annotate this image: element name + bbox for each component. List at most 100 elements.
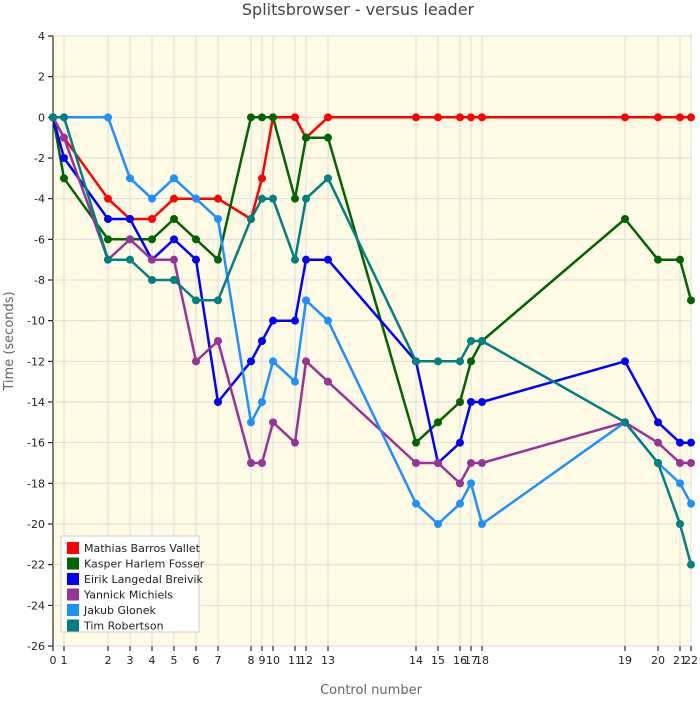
data-point [478,113,486,122]
data-point [291,377,299,386]
data-point [148,215,156,223]
series-3 [49,113,695,488]
data-point [148,276,156,284]
data-point [621,357,629,366]
y-tick-label: -10 [27,315,45,328]
data-point [126,215,134,223]
y-tick-label: 4 [38,30,45,43]
series-1 [49,113,695,447]
x-tick-label: 13 [321,654,335,667]
data-point [60,174,68,183]
y-tick-label: -8 [34,274,45,287]
x-tick-label: 20 [651,654,665,667]
legend-swatch [67,542,79,554]
data-point [434,357,442,366]
data-point [214,255,222,264]
data-point [302,357,310,366]
data-point [687,459,695,467]
data-point [434,520,442,528]
data-point [676,520,684,528]
data-point [258,398,266,406]
x-tick-label: 3 [127,654,134,667]
x-tick-label: 14 [409,654,423,667]
data-point [214,398,222,406]
data-point [434,113,442,122]
legend-label: Yannick Michiels [83,589,173,602]
legend-swatch [67,588,79,601]
legend: Mathias Barros Vallet Kasper Harlem Fosse… [60,535,205,633]
data-point [676,459,684,467]
legend-swatch [67,604,79,616]
legend-swatch [67,573,79,585]
series-2 [49,113,695,467]
y-tick-label: -24 [27,599,45,612]
data-point [302,296,310,305]
data-point [621,215,629,223]
data-point [324,316,332,325]
data-point [291,316,299,325]
data-point [412,357,420,366]
y-tick-label: -14 [27,396,45,409]
data-point [291,438,299,447]
data-point [269,194,277,203]
data-point [412,459,420,467]
data-point [467,357,475,366]
data-point [291,255,299,264]
data-point [214,296,222,305]
data-point [192,194,200,203]
data-point [654,113,662,122]
x-tick-label: 5 [171,654,178,667]
x-tick-label: 9 [259,654,266,667]
data-point [434,418,442,427]
data-point [269,113,277,122]
x-tick-label: 15 [431,654,445,667]
data-point [654,438,662,447]
data-point [247,113,255,122]
data-point [687,499,695,508]
data-point [148,194,156,203]
y-tick-label: 0 [38,111,45,124]
data-point [291,113,299,122]
data-point [621,113,629,122]
data-point [258,113,266,122]
y-tick-label: -18 [27,477,45,490]
data-point [170,194,178,203]
x-tick-label: 6 [193,654,200,667]
x-tick-label: 17 [464,654,478,667]
data-point [192,357,200,366]
data-point [148,255,156,264]
data-point [247,215,255,223]
data-point [269,418,277,427]
legend-box [60,535,200,633]
data-point [687,296,695,305]
data-point [676,438,684,447]
y-tick-label: -2 [34,152,45,165]
legend-label: Eirik Langedal Breivik [84,573,204,586]
data-point [676,255,684,264]
legend-label: Mathias Barros Vallet [84,542,201,555]
data-point [126,255,134,264]
data-point [60,154,68,162]
data-point [478,337,486,345]
data-point [687,113,695,122]
x-tick-label: 0 [50,654,57,667]
data-point [621,418,629,427]
data-point [126,174,134,183]
y-tick-label: -4 [34,193,45,206]
x-tick-label: 2 [105,654,112,667]
x-tick-label: 4 [149,654,156,667]
data-point [324,113,332,122]
data-point [214,337,222,345]
x-tick-label: 11 [288,654,302,667]
data-point [258,459,266,467]
data-point [676,113,684,122]
data-point [258,194,266,203]
legend-swatch [67,557,79,570]
legend-swatch [67,619,79,632]
data-point [434,459,442,467]
data-point [324,377,332,386]
y-tick-label: -12 [27,355,45,368]
